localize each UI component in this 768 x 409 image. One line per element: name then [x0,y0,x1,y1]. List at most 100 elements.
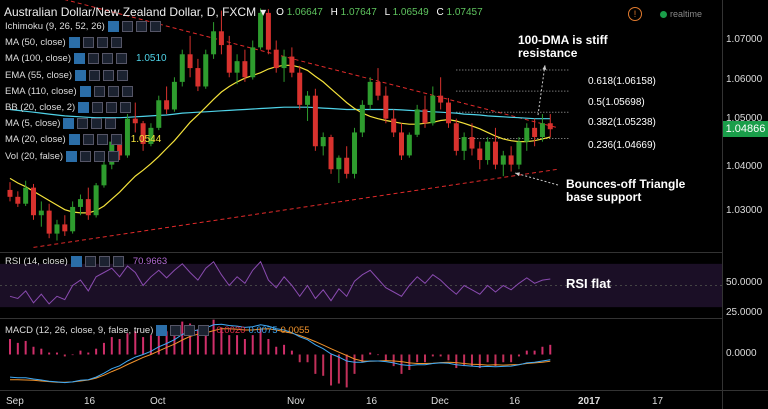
close-icon[interactable] [96,134,108,146]
eye-icon[interactable] [68,134,80,146]
candle-body [485,141,491,161]
eye-icon[interactable] [75,69,87,81]
candle-body [359,104,365,133]
settings-icon[interactable] [93,85,105,97]
candle-body [532,127,538,138]
indicator-row[interactable]: MA (50, close) [5,37,131,49]
close-icon[interactable] [103,69,115,81]
candle-body [140,123,146,144]
price-axis[interactable] [722,0,768,409]
more-icon[interactable] [121,85,133,97]
macd-hist-bar [63,354,66,357]
macd-hist-value: 0.0020 [216,325,246,336]
more-icon[interactable] [105,118,117,130]
close-icon[interactable] [94,150,106,162]
settings-icon[interactable] [170,325,182,336]
close-icon[interactable] [96,37,108,49]
indicator-row[interactable]: BB (20, close, 2) [5,102,140,113]
settings-icon[interactable] [80,150,92,162]
eye-icon[interactable] [66,150,78,162]
realtime-label: realtime [670,9,703,19]
date-tick: Sep [6,396,24,407]
more-icon[interactable] [149,21,161,32]
macd-hist-bar [298,354,301,363]
more-icon[interactable] [112,256,124,267]
candle-body [187,54,193,69]
rsi-header[interactable]: RSI (14, close) 70.9663 [5,256,167,267]
macd-label: MACD (12, 26, close, 9, false, true) [5,325,154,336]
candle-body [375,81,381,96]
price-tick: 1.05000 [726,113,763,124]
eye-icon[interactable] [68,37,80,49]
date-tick: 16 [366,396,378,407]
close-icon[interactable] [98,256,110,267]
macd-header[interactable]: MACD (12, 26, close, 9, false, true) 0.0… [5,325,310,336]
close-icon[interactable] [91,118,103,130]
candle-body [234,61,240,73]
eye-icon[interactable] [156,325,168,336]
eye-icon[interactable] [107,21,119,32]
more-icon[interactable] [110,134,122,146]
candle-body [469,137,475,149]
settings-icon[interactable] [77,118,89,130]
indicator-row[interactable]: MA (5, close) [5,118,125,130]
more-icon[interactable] [198,325,210,336]
settings-icon[interactable] [88,53,99,65]
candle-body [211,31,217,55]
close-icon[interactable] [102,53,113,65]
settings-icon[interactable] [92,102,104,113]
settings-icon[interactable] [84,256,96,267]
macd-hist-bar [439,354,442,357]
settings-icon[interactable] [121,21,133,32]
rsi-annotation: RSI flat [566,276,611,291]
indicator-row[interactable]: EMA (55, close) [5,69,137,81]
symbol-title[interactable]: Australian Dollar/New Zealand Dollar, D,… [4,5,257,19]
more-icon[interactable] [108,150,120,162]
eye-icon[interactable] [63,118,75,130]
close-icon[interactable] [135,21,147,32]
macd-hist-bar [369,352,372,355]
eye-icon[interactable] [78,102,90,113]
indicator-row[interactable]: Vol (20, false) [5,150,128,162]
close-icon[interactable] [106,102,118,113]
indicator-row[interactable]: EMA (110, close) [5,85,142,97]
settings-icon[interactable] [82,37,94,49]
indicator-label: MA (50, close) [5,37,66,49]
candle-body [430,95,436,124]
candle-body [23,187,29,204]
symbol-header[interactable]: Australian Dollar/New Zealand Dollar, D,… [4,5,488,19]
indicator-row[interactable]: Ichimoku (9, 26, 52, 26) [5,21,170,32]
warning-icon[interactable]: ! [628,7,642,21]
chevron-down-icon[interactable]: ▾ [260,5,267,19]
macd-hist-bar [345,354,348,388]
eye-icon[interactable] [79,85,91,97]
indicator-row[interactable]: MA (100, close) 1.0510 [5,53,167,65]
indicator-value: 1.0544 [130,134,162,146]
more-icon[interactable] [116,53,127,65]
eye-icon[interactable] [74,53,85,65]
candle-body [328,137,334,170]
indicator-label: Vol (20, false) [5,150,64,162]
more-icon[interactable] [110,37,122,49]
eye-icon[interactable] [70,256,82,267]
indicator-row[interactable]: MA (20, close) 1.0544 [5,134,162,146]
close-icon[interactable] [184,325,196,336]
more-icon[interactable] [117,69,129,81]
high-value: 1.07647 [340,6,377,18]
settings-icon[interactable] [89,69,101,81]
candle-body [265,12,271,50]
macd-hist-bar [400,354,403,374]
candle-body [281,56,287,69]
more-icon[interactable] [120,102,132,113]
fib-level-label: 0.618(1.06158) [588,76,656,87]
settings-icon[interactable] [82,134,94,146]
candle-body [101,164,107,186]
macd-hist-bar [16,342,19,355]
candle-body [15,196,21,204]
macd-hist-bar [290,350,293,355]
candle-body [117,141,123,156]
close-icon[interactable] [107,85,119,97]
macd-hist-bar [134,331,137,355]
macd-hist-bar [447,354,450,361]
